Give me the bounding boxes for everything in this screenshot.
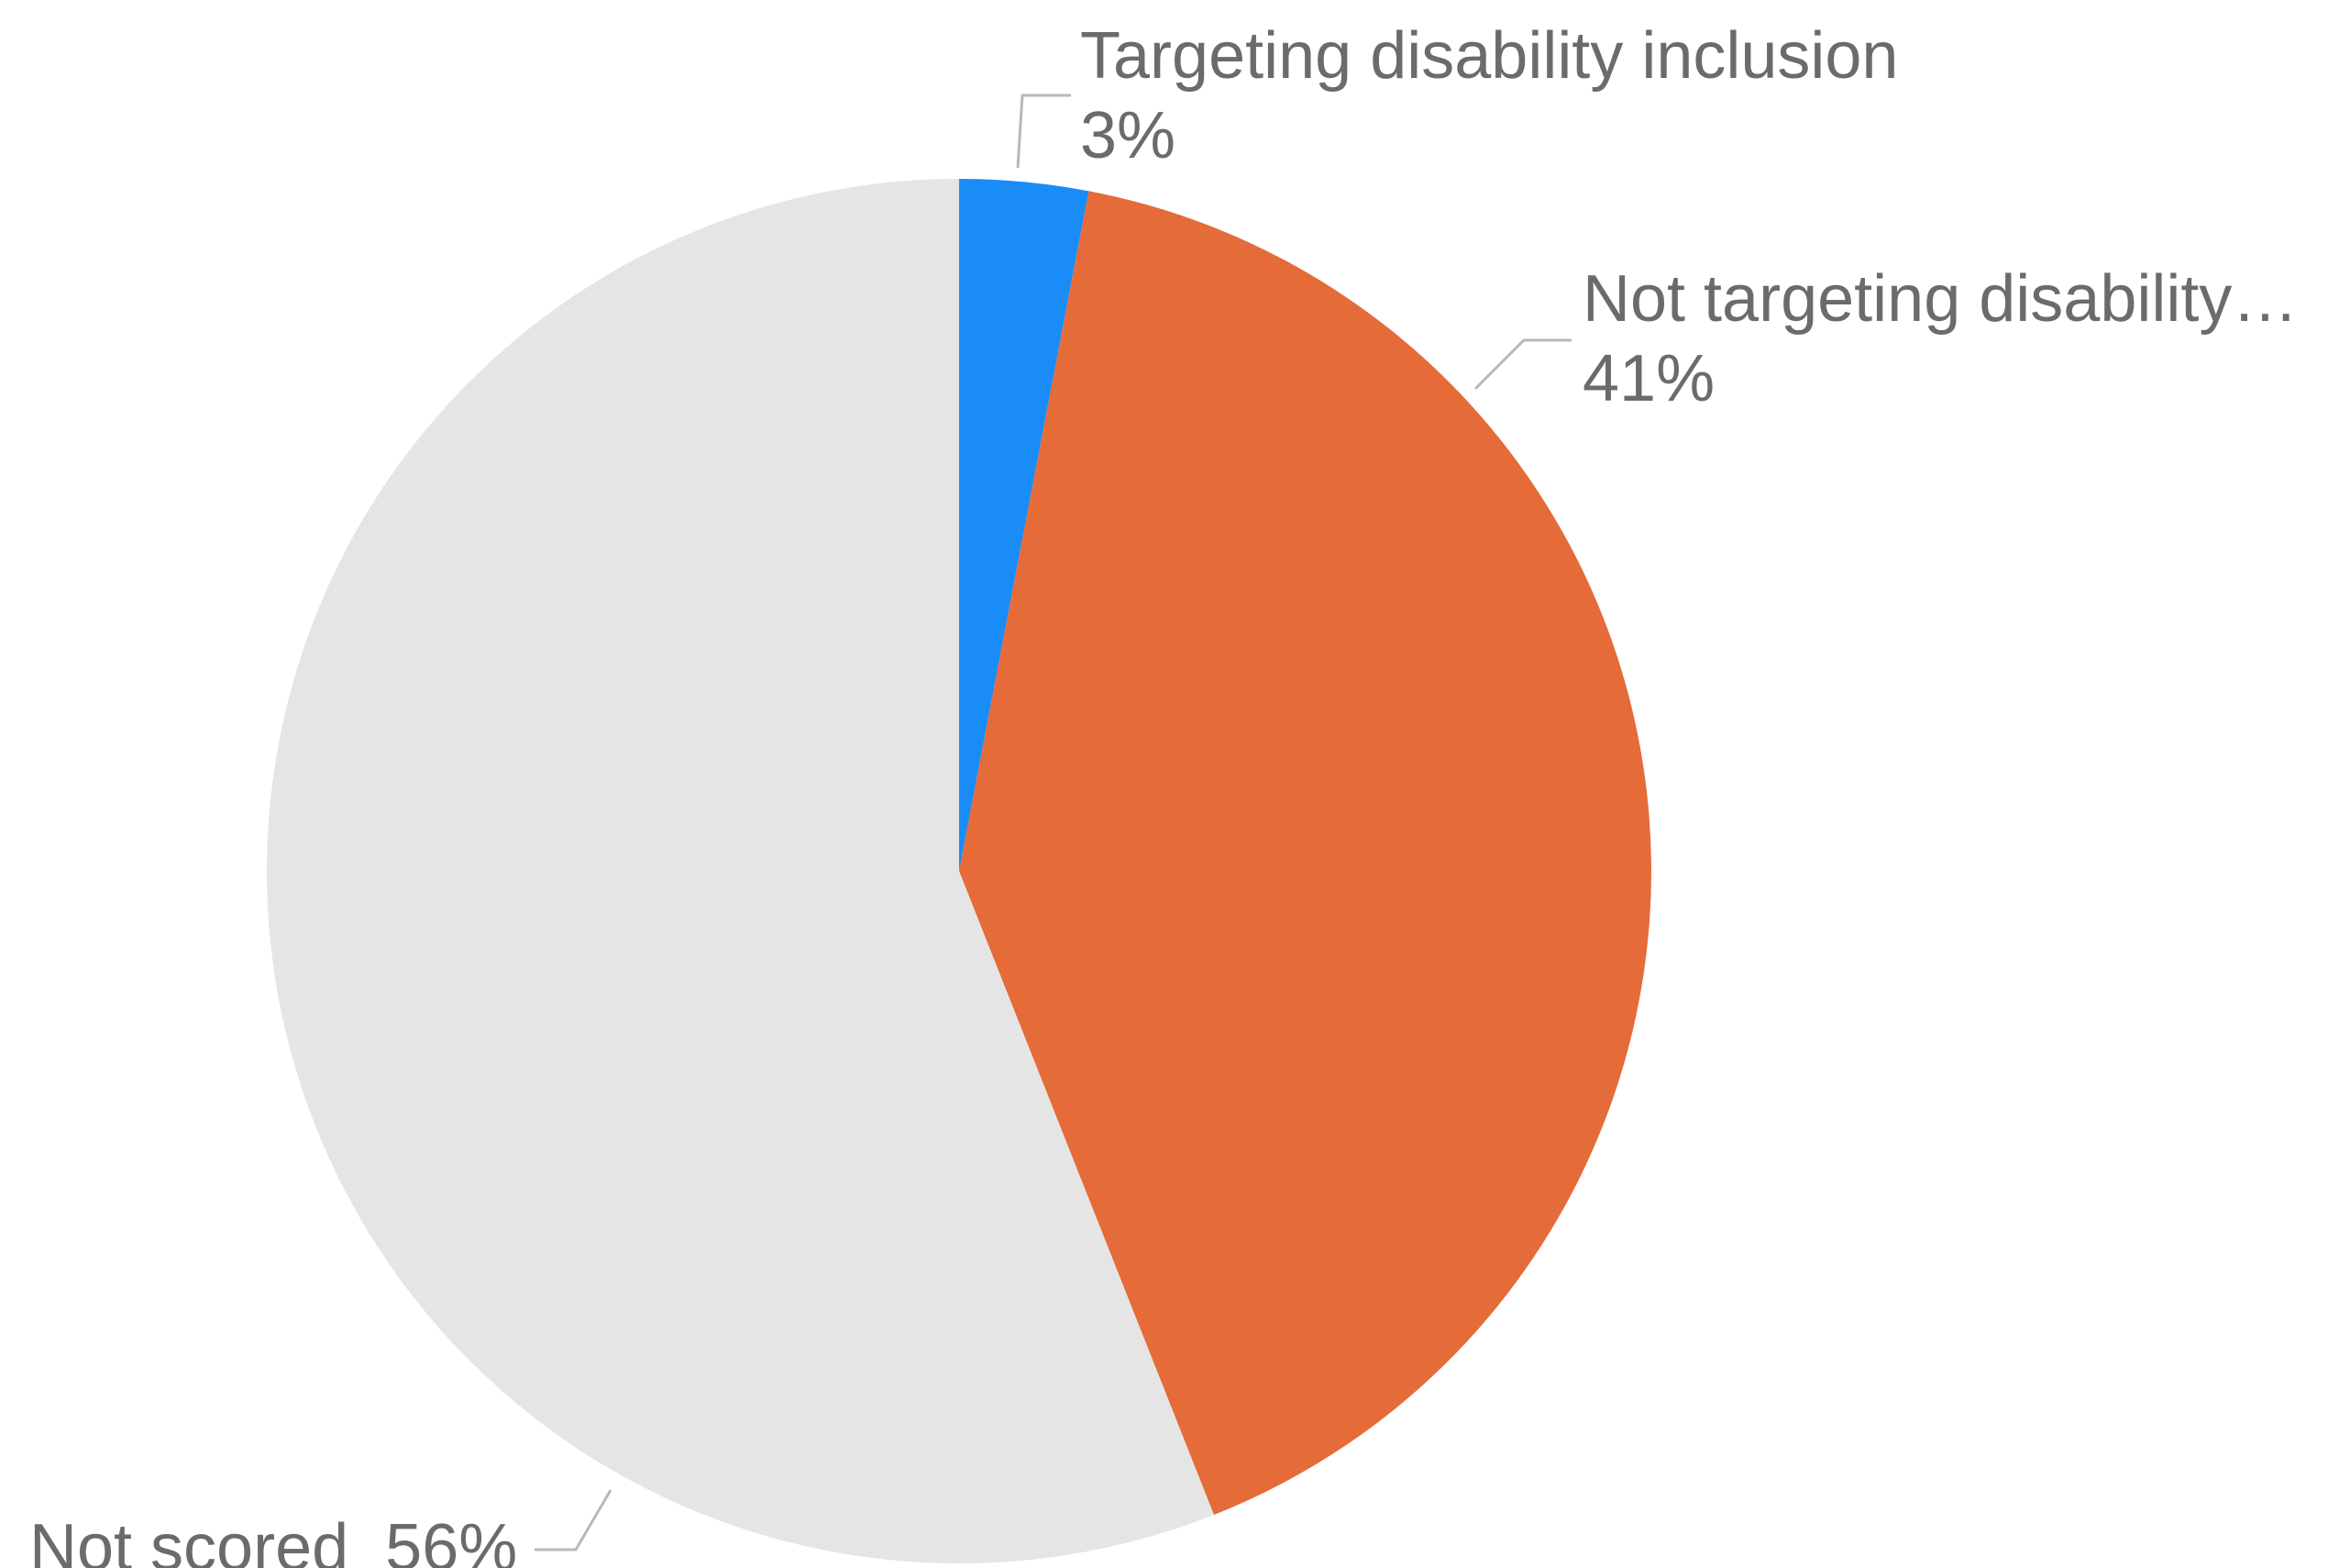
slice-not-targeting xyxy=(959,191,1651,1515)
pie-labels: Targeting disability inclusion 3% Not ta… xyxy=(29,19,2316,1568)
leader-line-not-targeting xyxy=(1473,338,1572,391)
pie-slices xyxy=(267,179,1651,1563)
slice-label-not-targeting: Not targeting disability… 41% xyxy=(1583,262,2316,415)
slice-name-targeting: Targeting disability inclusion xyxy=(1080,19,1898,93)
leader-line-not-scored xyxy=(535,1489,612,1551)
slice-not-scored xyxy=(267,179,1214,1563)
slice-value-not-targeting: 41% xyxy=(1583,342,1715,415)
slice-value-not-scored: 56% xyxy=(385,1511,517,1568)
slice-value-targeting: 3% xyxy=(1080,99,1175,172)
slice-label-targeting: Targeting disability inclusion 3% xyxy=(1080,19,1917,172)
slice-name-not-scored: Not scored xyxy=(29,1511,348,1568)
slice-label-not-scored: Not scored 56% xyxy=(29,1511,517,1568)
slice-targeting xyxy=(959,179,1089,871)
slice-name-not-targeting: Not targeting disability… xyxy=(1583,262,2298,336)
leader-line-targeting xyxy=(1016,94,1071,169)
